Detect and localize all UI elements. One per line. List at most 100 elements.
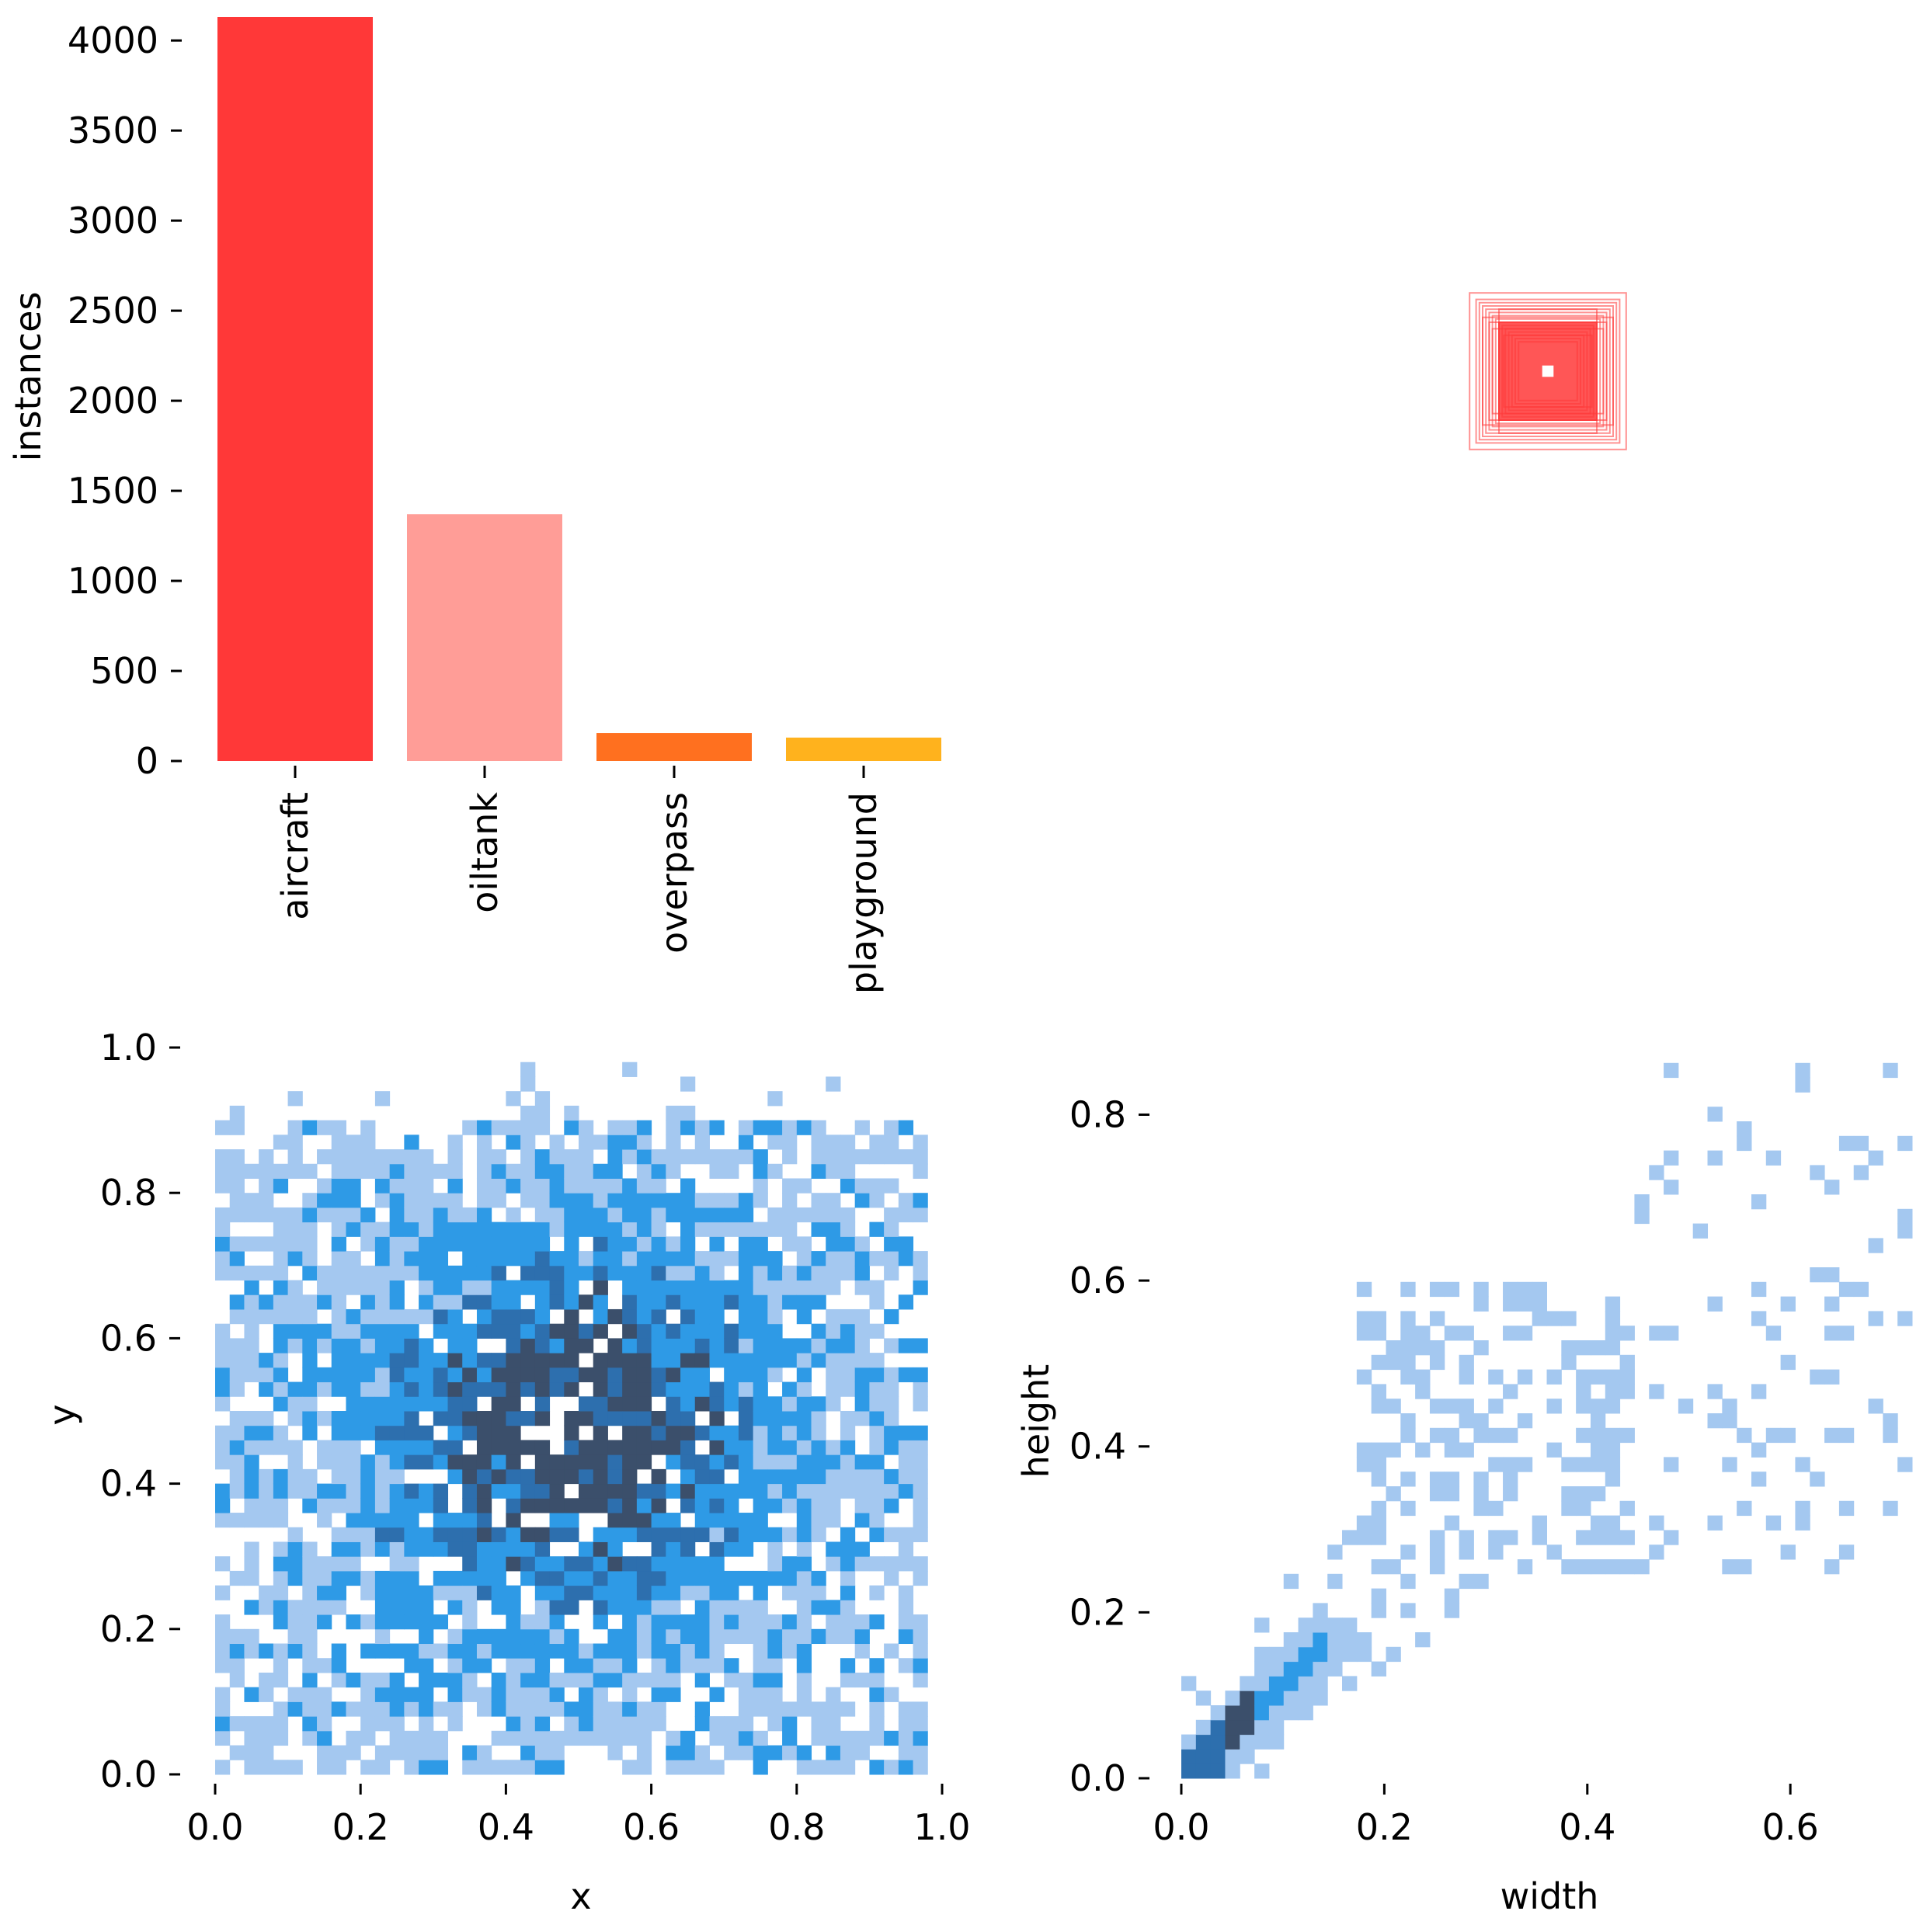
heat-cell [520, 1163, 536, 1179]
xy-heatmap-cells [215, 1062, 928, 1775]
heat-cell [680, 1251, 696, 1267]
heat-cell [506, 1280, 521, 1295]
heat-cell [738, 1135, 754, 1150]
heat-cell [622, 1556, 638, 1572]
heat-cell [1283, 1646, 1299, 1663]
heat-cell [753, 1353, 768, 1368]
heat-cell [404, 1178, 419, 1194]
heat-cell [796, 1353, 812, 1368]
heat-cell [593, 1396, 608, 1412]
heat-cell [622, 1265, 638, 1281]
label-box [1498, 308, 1598, 434]
heat-cell [506, 1440, 521, 1455]
heat-cell [374, 1628, 391, 1645]
heat-cell [884, 1730, 899, 1746]
heat-cell [826, 1730, 841, 1746]
heat-cell [346, 1440, 361, 1455]
heat-cell [229, 1367, 245, 1383]
heat-cell [1356, 1311, 1372, 1326]
heat-cell [534, 1265, 551, 1281]
heat-cell [753, 1628, 768, 1645]
heat-cell [360, 1265, 376, 1281]
heat-cell [1546, 1399, 1562, 1414]
heat-cell [709, 1149, 725, 1165]
heat-cell [404, 1745, 419, 1760]
heat-cell [244, 1193, 259, 1208]
heat-cell [579, 1178, 594, 1194]
heat-cell [738, 1308, 754, 1325]
heat-cell [374, 1600, 391, 1615]
heat-cell [913, 1614, 928, 1630]
heat-cell [215, 1265, 231, 1281]
heat-cell [520, 1541, 536, 1557]
heat-cell [462, 1672, 478, 1688]
heat-cell [709, 1221, 725, 1237]
heat-cell [622, 1396, 638, 1412]
heat-cell [593, 1381, 608, 1397]
heat-cell [811, 1468, 826, 1485]
heat-cell [869, 1716, 885, 1732]
heat-cell [302, 1338, 318, 1353]
heat-cell [1503, 1427, 1518, 1444]
heat-cell [520, 1221, 536, 1237]
heat-cell [869, 1323, 885, 1339]
heat-cell [520, 1440, 536, 1455]
heat-cell [491, 1251, 506, 1267]
heat-cell [593, 1280, 608, 1295]
heat-cell [753, 1440, 768, 1455]
heat-cell [636, 1221, 652, 1237]
wh-y-tick-label: 0.8 [1069, 1093, 1126, 1135]
heat-cell [534, 1120, 551, 1135]
heat-cell [476, 1454, 492, 1470]
heat-cell [1751, 1281, 1767, 1298]
heat-cell [506, 1353, 521, 1368]
heat-cell [636, 1643, 652, 1659]
heat-cell [724, 1585, 739, 1600]
heat-cell [724, 1541, 739, 1557]
heat-cell [244, 1353, 259, 1368]
bar-y-tick-label: 3000 [68, 200, 158, 242]
heat-cell [1444, 1486, 1460, 1502]
heat-cell [651, 1687, 666, 1702]
heat-cell [694, 1149, 710, 1165]
heat-cell [826, 1308, 841, 1325]
heat-cell [666, 1294, 681, 1310]
heat-cell [520, 1323, 536, 1339]
heat-cell [694, 1338, 710, 1353]
heat-cell [753, 1513, 768, 1528]
heat-cell [753, 1658, 768, 1673]
heat-cell [840, 1178, 856, 1194]
heat-cell [709, 1280, 725, 1295]
heat-cell [447, 1411, 463, 1426]
heat-cell [680, 1265, 696, 1281]
heat-cell [360, 1468, 376, 1485]
heat-cell [534, 1149, 551, 1165]
heat-cell [1210, 1749, 1226, 1764]
heat-cell [346, 1308, 361, 1325]
heat-cell [360, 1396, 376, 1412]
heat-cell [1356, 1515, 1372, 1531]
heat-cell [1356, 1632, 1372, 1648]
heat-cell [273, 1207, 289, 1223]
heat-cell [549, 1338, 565, 1353]
heat-cell [259, 1367, 274, 1383]
heat-cell [346, 1193, 361, 1208]
heat-cell [360, 1585, 376, 1600]
heat-cell [302, 1396, 318, 1412]
heat-cell [346, 1468, 361, 1485]
heat-cell [564, 1658, 579, 1673]
heat-cell [476, 1265, 492, 1281]
heat-cell [564, 1643, 579, 1659]
heat-cell [694, 1760, 710, 1775]
heat-cell [1546, 1545, 1562, 1560]
heat-cell [506, 1600, 521, 1615]
heat-cell [796, 1120, 812, 1135]
heat-cell [1780, 1545, 1796, 1560]
heat-cell [389, 1265, 405, 1281]
heat-cell [1810, 1165, 1825, 1180]
heat-cell [767, 1658, 783, 1673]
heat-cell [1824, 1180, 1840, 1195]
heat-cell [1737, 1559, 1752, 1575]
heat-cell [636, 1440, 652, 1455]
heat-cell [607, 1221, 623, 1237]
